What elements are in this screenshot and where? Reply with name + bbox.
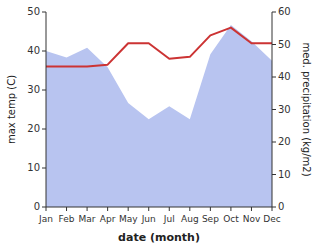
x-tick-label: Jan [38, 214, 53, 224]
y2-tick-label: 60 [278, 6, 291, 17]
y-tick-label: 20 [27, 123, 40, 134]
y-tick [42, 12, 46, 13]
x-tick-label: Dec [263, 214, 280, 224]
x-tick [148, 207, 149, 211]
y-tick-label: 50 [27, 6, 40, 17]
x-tick [66, 207, 67, 211]
x-tick [230, 207, 231, 211]
y-tick [42, 51, 46, 52]
x-tick-label: Aug [181, 214, 199, 224]
y2-tick [272, 207, 276, 208]
x-tick [210, 207, 211, 211]
x-tick-label: Jun [141, 214, 156, 224]
temp-line [46, 28, 272, 67]
y-tick [42, 129, 46, 130]
y-tick [42, 207, 46, 208]
x-tick [87, 207, 88, 211]
y-tick-label: 10 [27, 162, 40, 173]
x-tick [251, 207, 252, 211]
x-tick-label: Apr [100, 214, 116, 224]
y-tick-label: 30 [27, 84, 40, 95]
y2-tick-label: 30 [278, 104, 291, 115]
y2-tick [272, 12, 276, 13]
y2-tick [272, 142, 276, 143]
precipitation-area [46, 25, 272, 207]
y-axis-label: max temp (C) [6, 75, 17, 144]
x-tick [169, 207, 170, 211]
x-tick [46, 207, 47, 211]
plot-area [46, 25, 272, 207]
y2-tick [272, 109, 276, 110]
x-tick-label: Jul [163, 214, 175, 224]
y2-tick [272, 77, 276, 78]
x-tick [189, 207, 190, 211]
y2-tick-label: 20 [278, 136, 291, 147]
x-tick-label: May [119, 214, 138, 224]
y2-tick [272, 44, 276, 45]
x-tick-label: Feb [59, 214, 75, 224]
x-tick-label: Mar [79, 214, 96, 224]
x-tick-label: Oct [223, 214, 239, 224]
y2-tick-label: 50 [278, 39, 291, 50]
y-tick [42, 90, 46, 91]
y2-tick [272, 174, 276, 175]
x-tick [272, 207, 273, 211]
x-axis [46, 207, 272, 208]
x-tick-label: Sep [202, 214, 219, 224]
chart: 010203040500102030405060JanFebMarAprMayJ… [0, 0, 318, 247]
y2-tick-label: 10 [278, 169, 291, 180]
x-tick [107, 207, 108, 211]
y-tick-label: 0 [34, 201, 40, 212]
y2-tick-label: 0 [278, 201, 284, 212]
y-tick-label: 40 [27, 45, 40, 56]
y-tick [42, 168, 46, 169]
x-tick [128, 207, 129, 211]
x-axis-label: date (month) [118, 231, 200, 244]
x-tick-label: Nov [243, 214, 261, 224]
y2-axis-label: med. precipitation (kg/m2) [301, 42, 312, 176]
y2-tick-label: 40 [278, 71, 291, 82]
y-axis [46, 12, 47, 207]
